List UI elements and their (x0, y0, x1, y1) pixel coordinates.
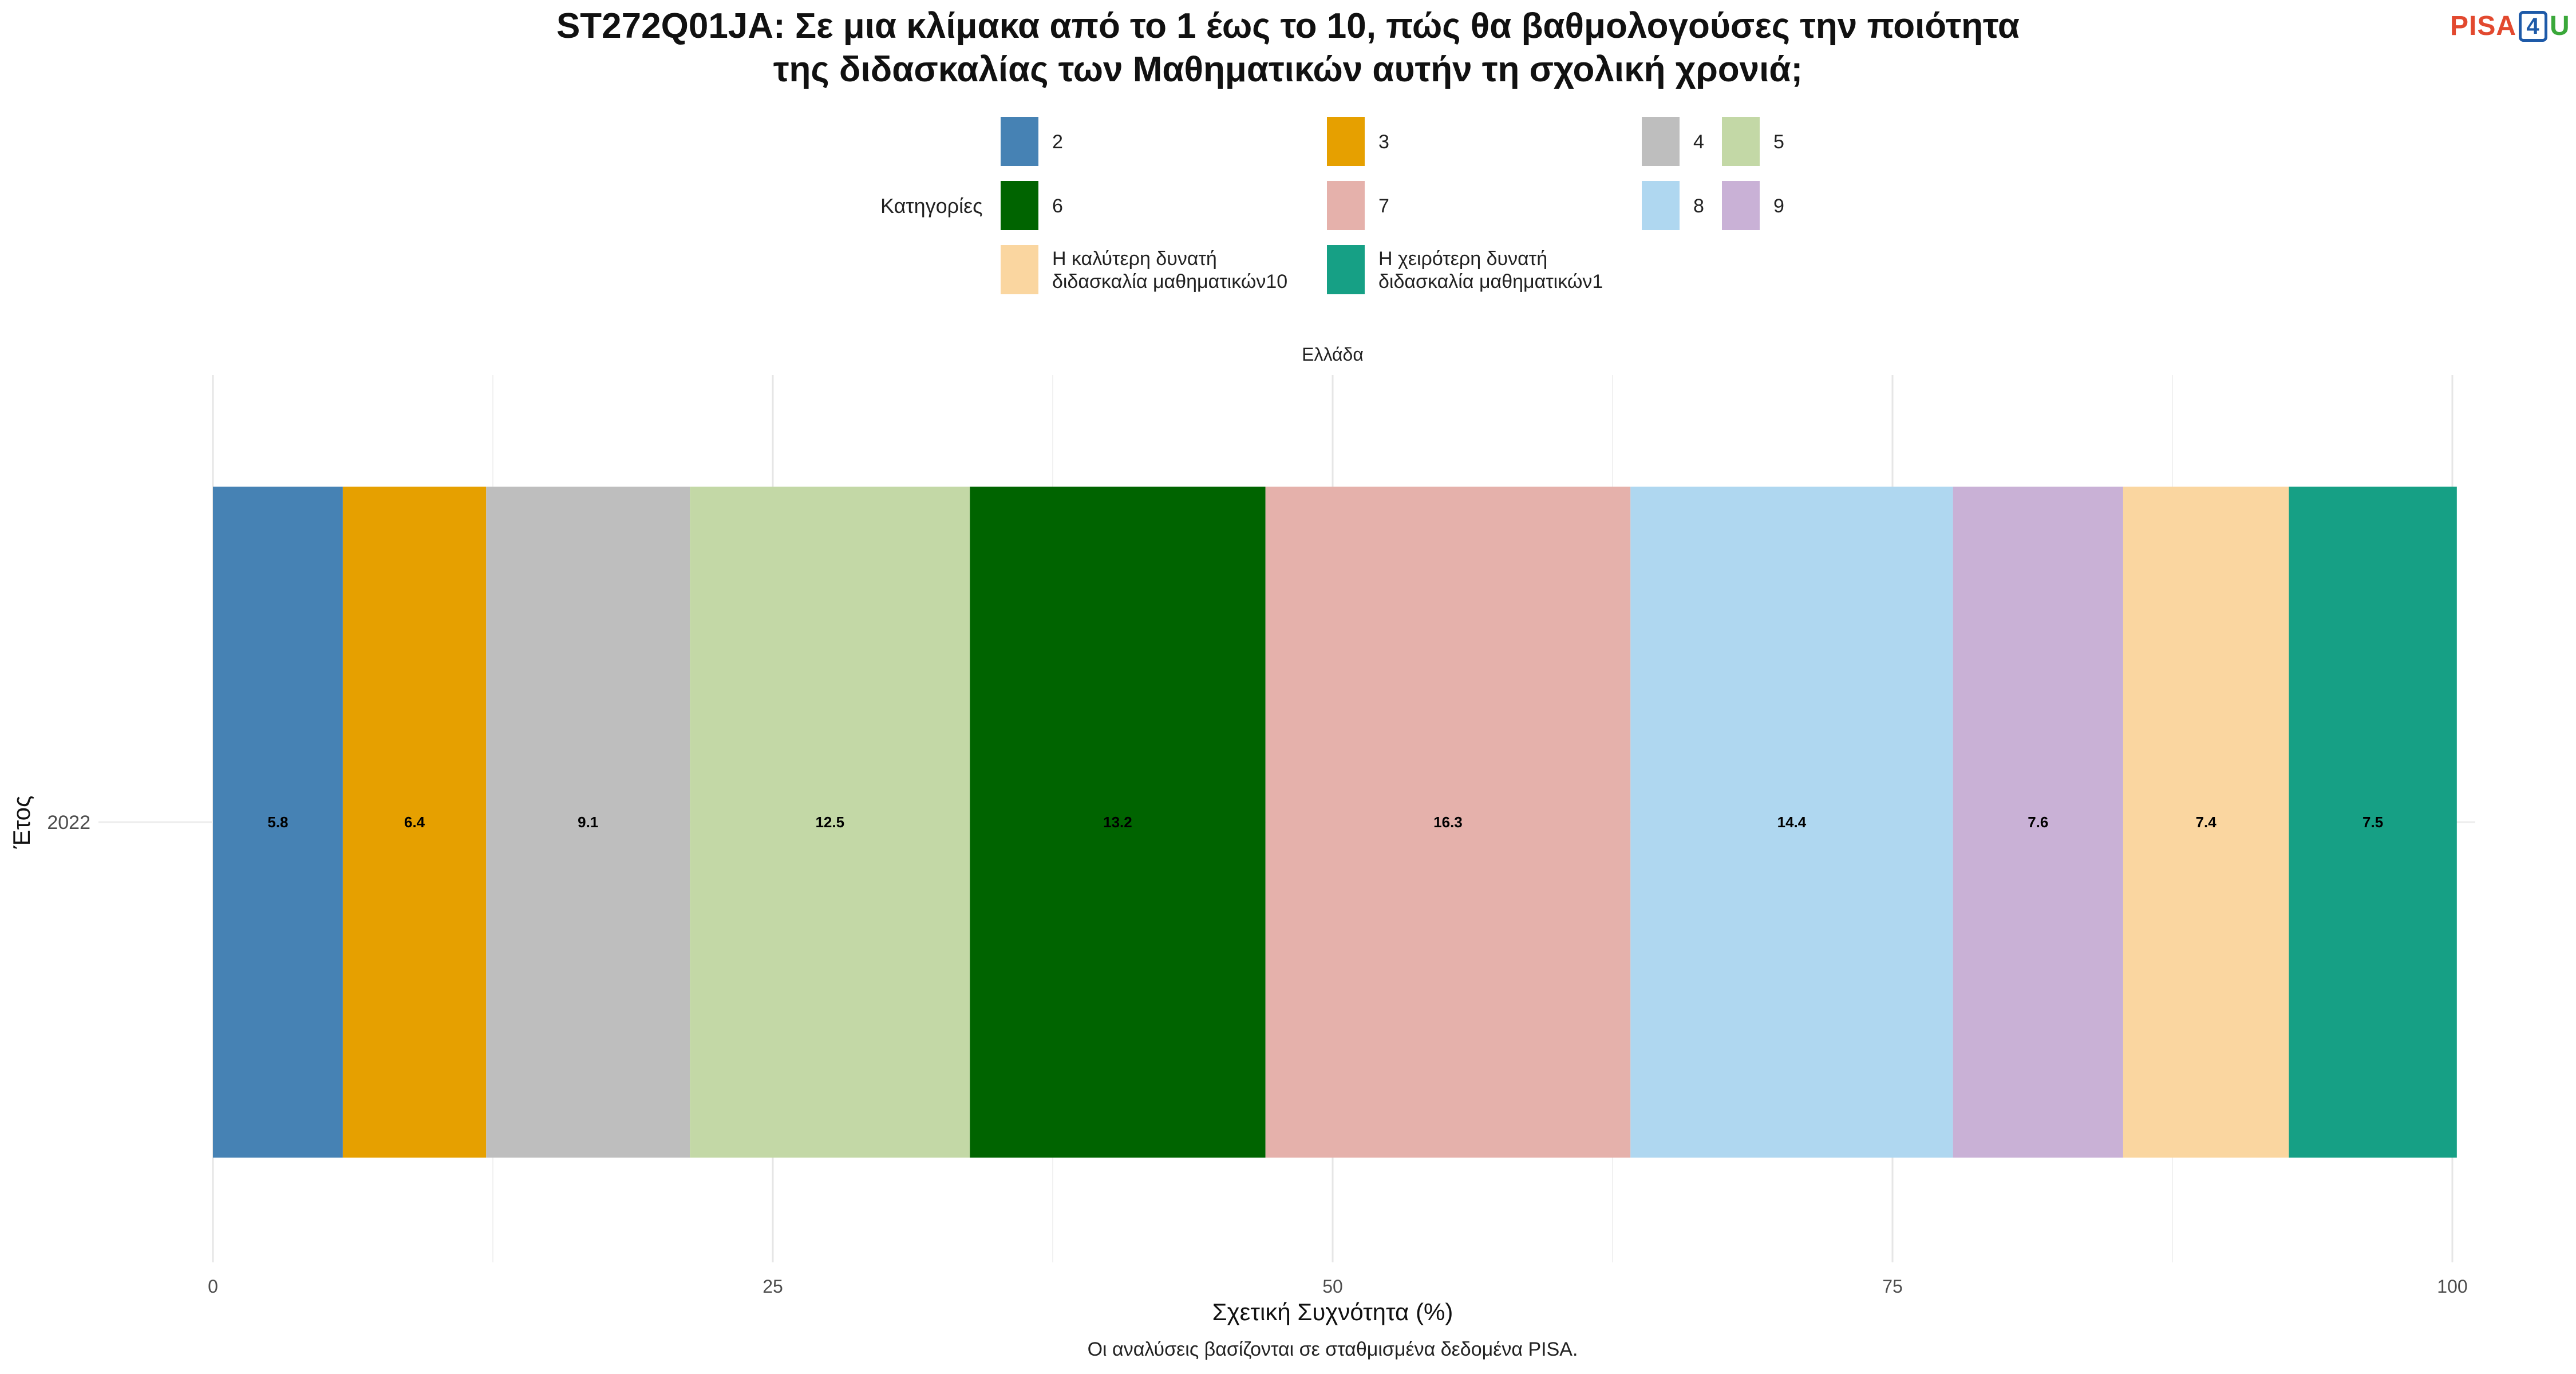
legend-swatch-5 (1001, 181, 1038, 230)
bar-segment-3 (486, 487, 690, 1158)
bar-segment-1 (213, 487, 343, 1158)
legend-label-2: 3 (1378, 131, 1389, 153)
bar-segment-8 (1953, 487, 2123, 1158)
legend-swatch-10 (1327, 245, 1365, 294)
legend-swatch-9 (1001, 245, 1038, 294)
legend-swatch-2 (1327, 117, 1365, 166)
bar-segment-7 (1630, 487, 1953, 1158)
bar-value-label-8: 7.6 (2028, 814, 2048, 831)
bar-segment-4 (690, 487, 970, 1158)
x-tick-label-2: 50 (1322, 1276, 1343, 1297)
x-tick-label-0: 0 (208, 1276, 218, 1297)
pisa4u-logo: PISA 4 U (2450, 10, 2570, 42)
bars (213, 487, 2457, 1158)
bar-segment-5 (970, 487, 1266, 1158)
x-tick-label-1: 25 (762, 1276, 783, 1297)
bar-value-label-4: 12.5 (815, 814, 844, 831)
bar-value-label-3: 9.1 (578, 814, 598, 831)
bar-segment-10 (2289, 487, 2457, 1158)
legend-label-6: 7 (1378, 195, 1389, 217)
facet-label: Ελλάδα (1302, 344, 1364, 365)
legend-label-7: 8 (1693, 195, 1704, 217)
legend: Κατηγορίες 2 3 4 56 7 8 9Η καλύτερη δυνατήδιδα… (880, 117, 1784, 294)
axes: 0 25 50 75 100 2022 (47, 812, 2467, 1297)
legend-label-9-line1: Η καλύτερη δυνατή (1052, 248, 1217, 270)
legend-label-3: 4 (1693, 131, 1704, 153)
x-axis-title: Σχετική Συχνότητα (%) (1212, 1298, 1453, 1325)
legend-swatch-7 (1642, 181, 1680, 230)
chart-title-line1: ST272Q01JA: Σε μια κλίμακα από το 1 έως … (556, 6, 2020, 46)
x-tick-label-3: 75 (1882, 1276, 1903, 1297)
bar-value-label-2: 6.4 (404, 814, 425, 831)
y-axis-title: Έτος (8, 796, 35, 850)
legend-title: Κατηγορίες (880, 194, 983, 218)
bar-segment-6 (1265, 487, 1631, 1158)
logo-text-u: U (2550, 11, 2570, 41)
caption: Οι αναλύσεις βασίζονται σε σταθμισμένα δ… (1088, 1339, 1578, 1360)
bar-value-label-6: 16.3 (1433, 814, 1463, 831)
y-tick-label-0: 2022 (47, 812, 90, 834)
legend-label-5: 6 (1052, 195, 1063, 217)
bar-value-label-9: 7.4 (2196, 814, 2217, 831)
bar-segment-2 (342, 487, 487, 1158)
bar-value-label-1: 5.8 (267, 814, 288, 831)
legend-label-10-line1: Η χειρότερη δυνατή (1378, 248, 1547, 270)
x-tick-label-4: 100 (2437, 1276, 2467, 1297)
legend-label-8: 9 (1773, 195, 1784, 217)
legend-swatch-3 (1642, 117, 1680, 166)
bar-value-label-7: 14.4 (1777, 814, 1807, 831)
legend-swatch-8 (1722, 181, 1760, 230)
bar-value-label-5: 13.2 (1103, 814, 1132, 831)
bar-value-label-10: 7.5 (2362, 814, 2383, 831)
legend-swatch-1 (1001, 117, 1038, 166)
legend-label-9-line2: διδασκαλία μαθηματικών10 (1052, 271, 1287, 293)
legend-swatch-6 (1327, 181, 1365, 230)
bar-labels: 5.8 6.4 9.1 12.5 13.2 16.3 14.4 7.6 7.4 7.5 (267, 814, 2383, 831)
logo-text-four: 4 (2519, 10, 2548, 42)
legend-label-4: 5 (1773, 131, 1784, 153)
bar-segment-9 (2123, 487, 2289, 1158)
legend-label-1: 2 (1052, 131, 1063, 153)
legend-swatch-4 (1722, 117, 1760, 166)
legend-label-10-line2: διδασκαλία μαθηματικών1 (1378, 271, 1603, 293)
chart-title-line2: της διδασκαλίας των Μαθηματικών αυτήν τη… (773, 50, 1803, 89)
logo-text-pisa: PISA (2450, 11, 2517, 41)
